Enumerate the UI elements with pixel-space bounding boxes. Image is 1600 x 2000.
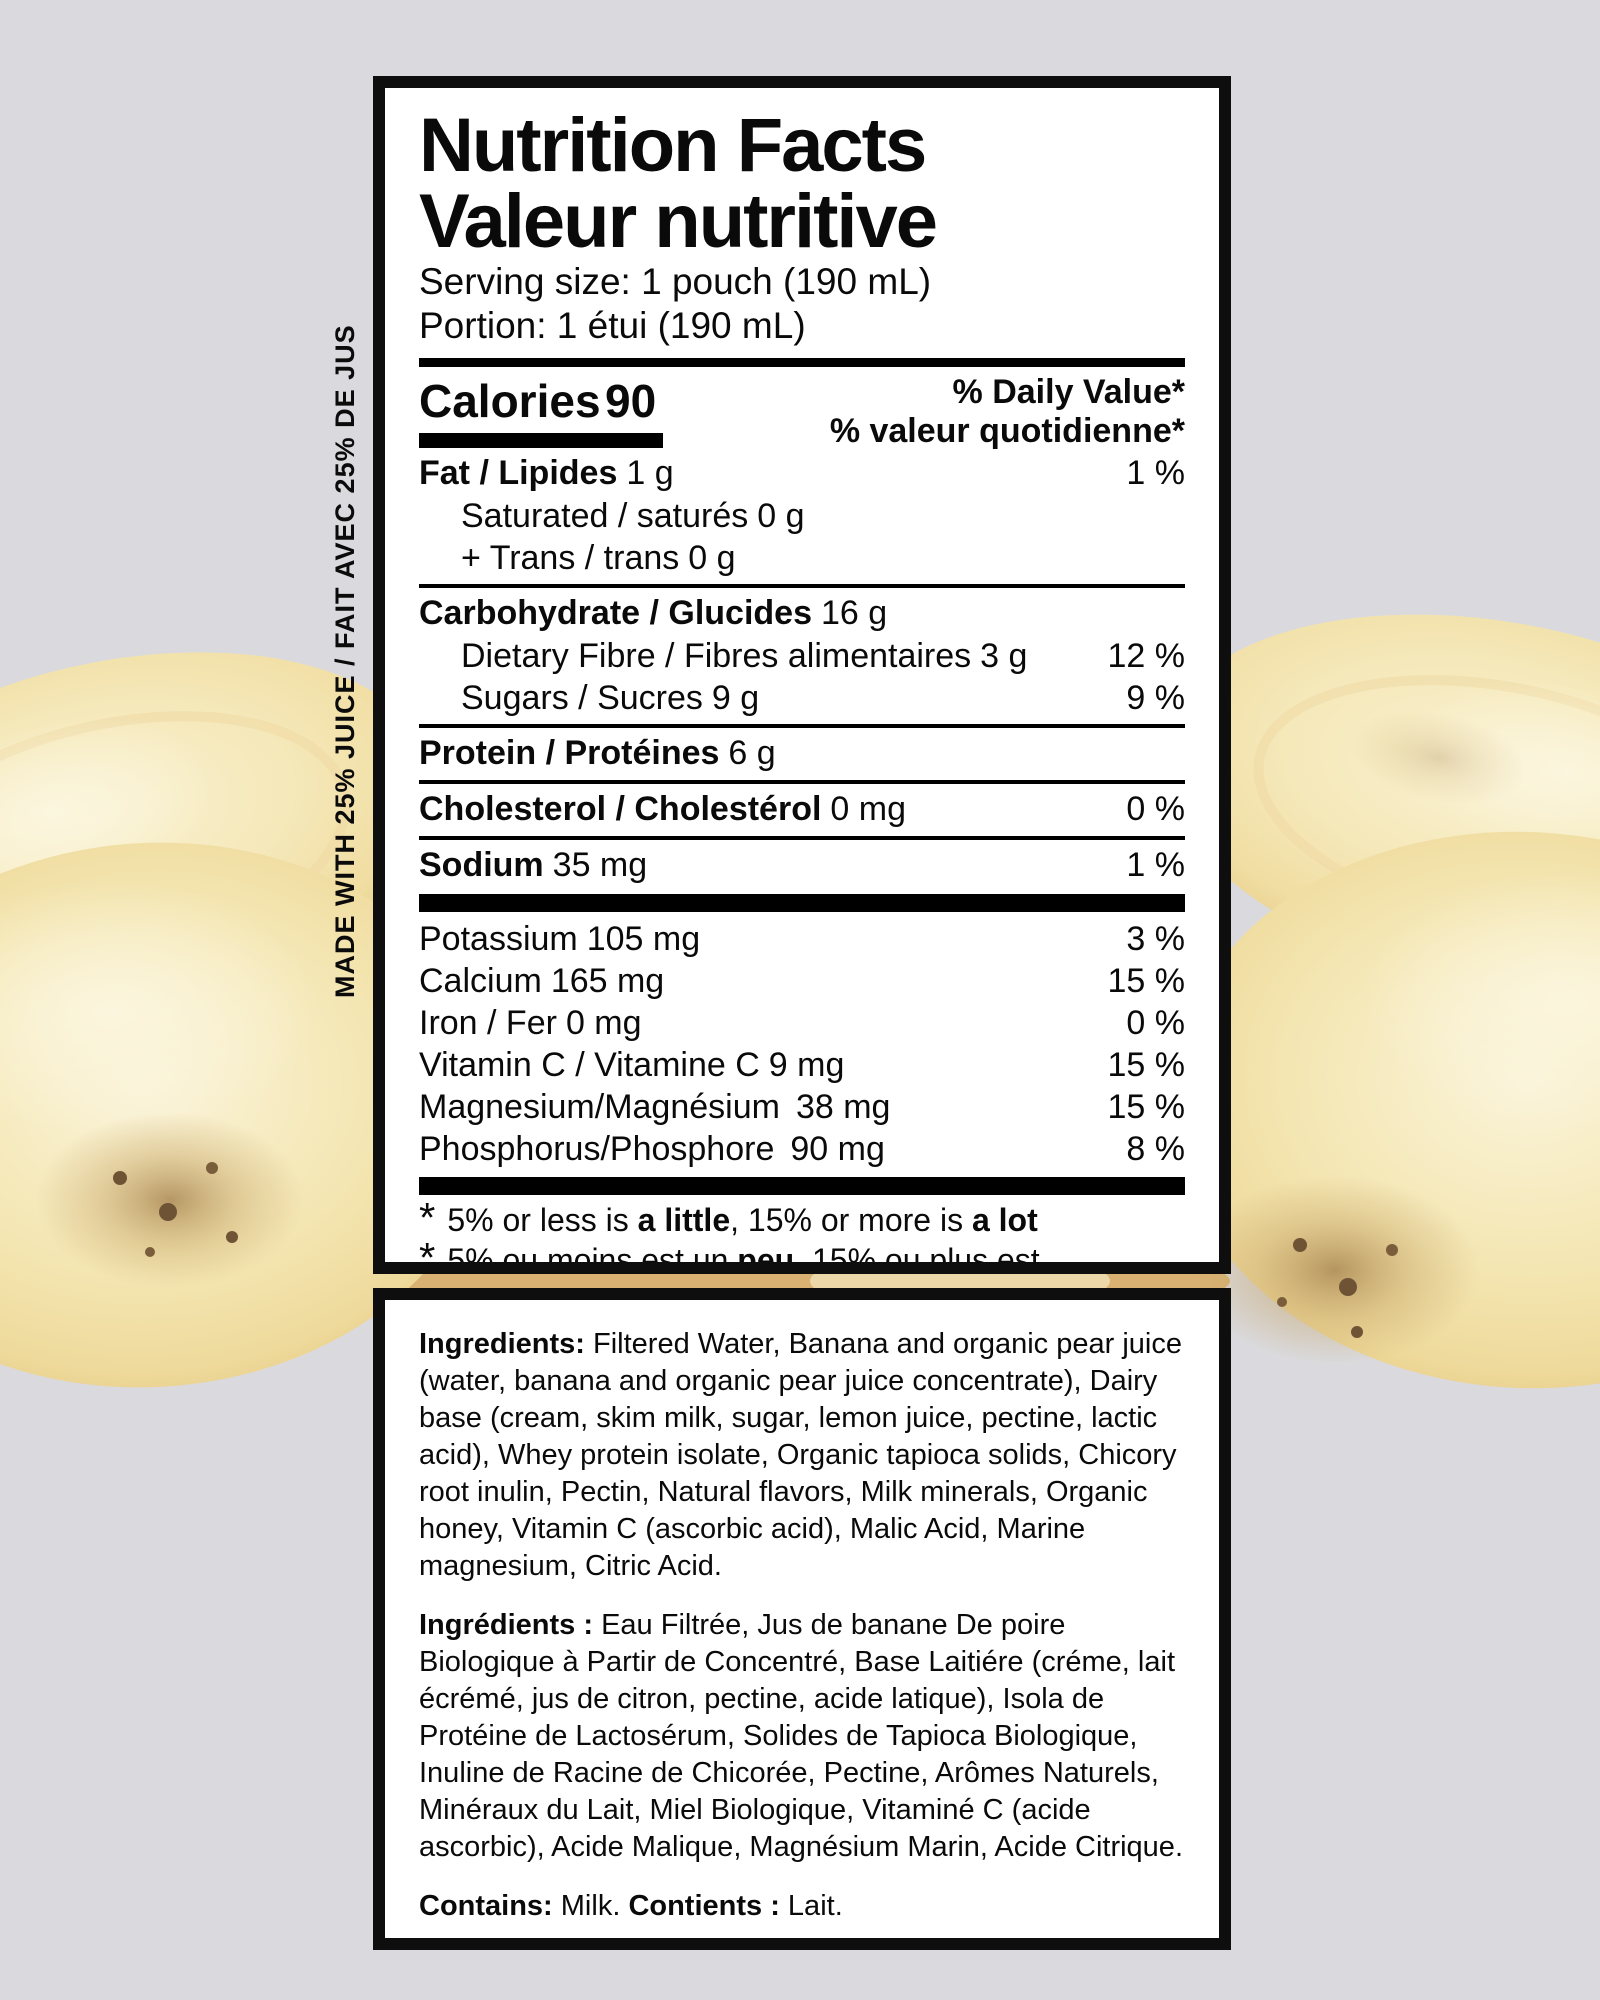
nutrient-row-cholesterol: Cholesterol / Cholestérol 0 mg 0 % [419,790,1185,828]
divider-thin [419,584,1185,588]
divider-thick [419,358,1185,367]
divider-heavy [419,894,1185,912]
contains-line: Contains: Milk. Contients : Lait. [419,1890,843,1922]
calories-underline [419,433,663,448]
nutrient-row-saturated: Saturated / saturés 0 g [461,497,805,535]
nutrient-row-sodium: Sodium 35 mg 1 % [419,846,1185,884]
nutrition-title-en: Nutrition Facts [419,103,927,188]
banana-slice [1170,831,1600,1389]
divider-thin [419,836,1185,840]
nutrient-row-potassium: Potassium 105 mg 3 % [419,920,1185,958]
calories-value: 90 [604,375,657,427]
divider-thin [419,780,1185,784]
divider-heavy [419,1177,1185,1195]
nutrient-row-sugars: Sugars / Sucres 9 g 9 % [461,679,1185,717]
daily-value-fr: % valeur quotidienne* [829,412,1185,450]
nutrient-row-calcium: Calcium 165 mg 15 % [419,962,1185,1000]
banana-slice [0,842,495,1388]
ingredients-panel: Ingredients: Filtered Water, Banana and … [373,1288,1231,1950]
made-with-juice-banner: MADE WITH 25% JUICE / FAIT AVEC 25% DE J… [330,324,360,998]
footnote-fr: * 5% ou moins est un peu, 15% ou plus es… [419,1234,1185,1274]
serving-size-en: Serving size: 1 pouch (190 mL) [419,261,932,302]
nutrient-row-carbohydrate: Carbohydrate / Glucides 16 g [419,594,888,632]
ingredients-en: Ingredients: Filtered Water, Banana and … [419,1328,1182,1582]
nutrient-row-fibre: Dietary Fibre / Fibres alimentaires 3 g 1… [461,637,1185,675]
nutrient-row-magnesium: Magnesium/Magnésium 38 mg 15 % [419,1088,1185,1126]
nutrient-row-iron: Iron / Fer 0 mg 0 % [419,1004,1185,1042]
nutrition-title-fr: Valeur nutritive [419,179,938,264]
nutrient-row-phosphorus: Phosphorus/Phosphore 90 mg 8 % [419,1130,1185,1168]
daily-value-header: % Daily Value* % valeur quotidienne* [830,373,1185,451]
ingredients-fr: Ingrédients : Eau Filtrée, Jus de banane… [419,1609,1183,1863]
calories-block: Calories 90 [419,373,663,448]
footnote-en: * 5% or less is a little, 15% or more is… [419,1194,1038,1241]
asterisk: * [419,1234,436,1274]
nutrient-row-trans: + Trans / trans 0 g [461,539,736,577]
divider-thin [419,724,1185,728]
calories-row: Calories 90 % Daily Value* % valeur quot… [419,373,1185,451]
serving-size-fr: Portion: 1 étui (190 mL) [419,305,806,346]
nutrient-row-fat: Fat / Lipides 1 g 1 % [419,454,1185,492]
nutrient-row-protein: Protein / Protéines 6 g [419,734,776,772]
daily-value-en: % Daily Value* [952,373,1185,411]
calories-label: Calories [419,375,601,427]
asterisk: * [419,1194,436,1241]
nutrition-facts-panel: Nutrition Facts Valeur nutritive Serving… [373,76,1231,1274]
